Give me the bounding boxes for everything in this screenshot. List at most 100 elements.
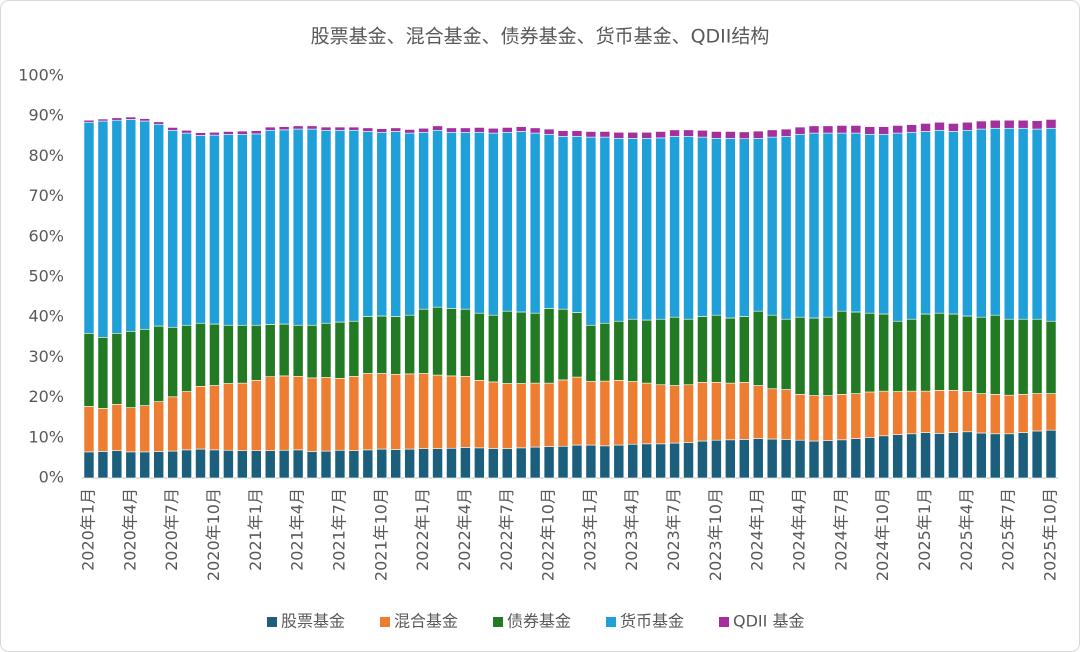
bar-segment xyxy=(474,131,485,314)
bar-segment xyxy=(571,130,583,137)
bar-segment xyxy=(223,324,234,384)
bar-segment xyxy=(585,131,597,138)
bar-segment xyxy=(627,443,639,479)
bar-segment xyxy=(585,444,597,479)
bar-segment xyxy=(278,449,290,479)
bar-segment xyxy=(1031,430,1043,479)
bar-segment xyxy=(418,127,429,133)
bar-segment xyxy=(655,443,666,479)
bar-segment xyxy=(738,131,750,140)
bar-segment xyxy=(920,131,931,315)
bar-segment xyxy=(376,128,388,133)
legend-swatch xyxy=(267,617,277,627)
bar-segment xyxy=(822,440,834,479)
bar-segment xyxy=(446,131,457,309)
legend-label: 货币基金 xyxy=(620,612,684,631)
bar-segment xyxy=(655,137,666,320)
bar-segment xyxy=(850,132,862,313)
bar-segment xyxy=(1003,394,1015,435)
bar-segment xyxy=(962,315,973,392)
bar-segment xyxy=(641,382,653,445)
bar-segment xyxy=(975,316,987,394)
bar-segment xyxy=(822,125,834,134)
x-tick-label: 2024年4月 xyxy=(790,488,809,571)
bar-segment xyxy=(362,316,374,374)
bar-segment xyxy=(250,130,262,135)
x-tick-label: 2023年10月 xyxy=(706,488,725,581)
bar-segment xyxy=(376,448,388,479)
bar-segment xyxy=(599,322,611,382)
bar-segment xyxy=(599,131,611,138)
bar-segment xyxy=(348,375,360,451)
bar-segment xyxy=(195,135,206,324)
bar-segment xyxy=(362,127,374,132)
bar-segment xyxy=(334,129,346,323)
x-tick-label: 2023年7月 xyxy=(664,488,683,571)
bar-segment xyxy=(181,449,192,479)
bar-segment xyxy=(404,448,415,479)
bar-segment xyxy=(362,373,374,451)
bar-segment xyxy=(683,384,694,443)
bar-segment xyxy=(864,312,876,393)
x-tick-label: 2021年1月 xyxy=(246,488,265,571)
bar-segment xyxy=(711,439,722,479)
x-tick-label: 2022年10月 xyxy=(539,488,558,581)
bar-segment xyxy=(264,126,276,131)
bar-segment xyxy=(752,310,764,386)
bar-segment xyxy=(766,314,778,390)
bar-segment xyxy=(139,118,151,122)
bar-segment xyxy=(348,129,360,322)
bar-segment xyxy=(292,128,304,326)
bar-segment xyxy=(725,382,736,441)
bar-segment xyxy=(808,440,820,479)
bar-segment xyxy=(376,373,388,450)
bar-segment xyxy=(669,316,680,386)
bar-segment xyxy=(83,332,95,407)
bar-segment xyxy=(878,126,890,135)
bar-segment xyxy=(306,451,318,479)
bar-segment xyxy=(822,316,834,396)
bar-segment xyxy=(697,382,708,442)
bar-segment xyxy=(962,391,973,433)
bar-segment xyxy=(989,433,1001,479)
bar-segment xyxy=(278,129,290,325)
bar-segment xyxy=(153,451,165,479)
bar-segment xyxy=(139,120,151,330)
bar-segment xyxy=(1017,432,1029,479)
bar-segment xyxy=(613,138,625,322)
y-tick-label: 60% xyxy=(28,226,64,245)
bar-segment xyxy=(306,377,318,452)
bar-segment xyxy=(585,381,597,446)
bar-segment xyxy=(906,318,917,392)
bar-segment xyxy=(125,119,137,332)
bar-segment xyxy=(418,131,429,310)
x-tick-label: 2025年7月 xyxy=(999,488,1018,571)
bar-segment xyxy=(223,449,234,479)
bar-segment xyxy=(864,391,876,438)
bar-segment xyxy=(111,404,123,451)
bar-segment xyxy=(515,126,527,132)
x-tick-label: 2024年1月 xyxy=(748,488,767,571)
bar-segment xyxy=(1045,393,1057,431)
bar-segment xyxy=(515,447,527,479)
x-tick-label: 2021年7月 xyxy=(329,488,348,571)
bar-segment xyxy=(125,451,137,479)
bar-segment xyxy=(613,444,625,479)
bar-segment xyxy=(1017,394,1029,433)
bar-segment xyxy=(599,136,611,324)
bar-segment xyxy=(167,129,178,328)
bar-segment xyxy=(139,328,151,406)
bar-segment xyxy=(878,435,890,479)
bar-segment xyxy=(1045,119,1057,129)
bar-segment xyxy=(808,132,820,319)
legend-swatch xyxy=(493,617,503,627)
y-tick-label: 0% xyxy=(39,468,64,487)
bar-segment xyxy=(669,129,680,137)
bar-segment xyxy=(627,138,639,320)
bar-segment xyxy=(766,388,778,440)
bar-segment xyxy=(432,129,443,308)
bar-segment xyxy=(989,394,1001,435)
bar-segment xyxy=(766,129,778,138)
bar-segment xyxy=(320,126,332,131)
bar-segment xyxy=(404,132,415,316)
